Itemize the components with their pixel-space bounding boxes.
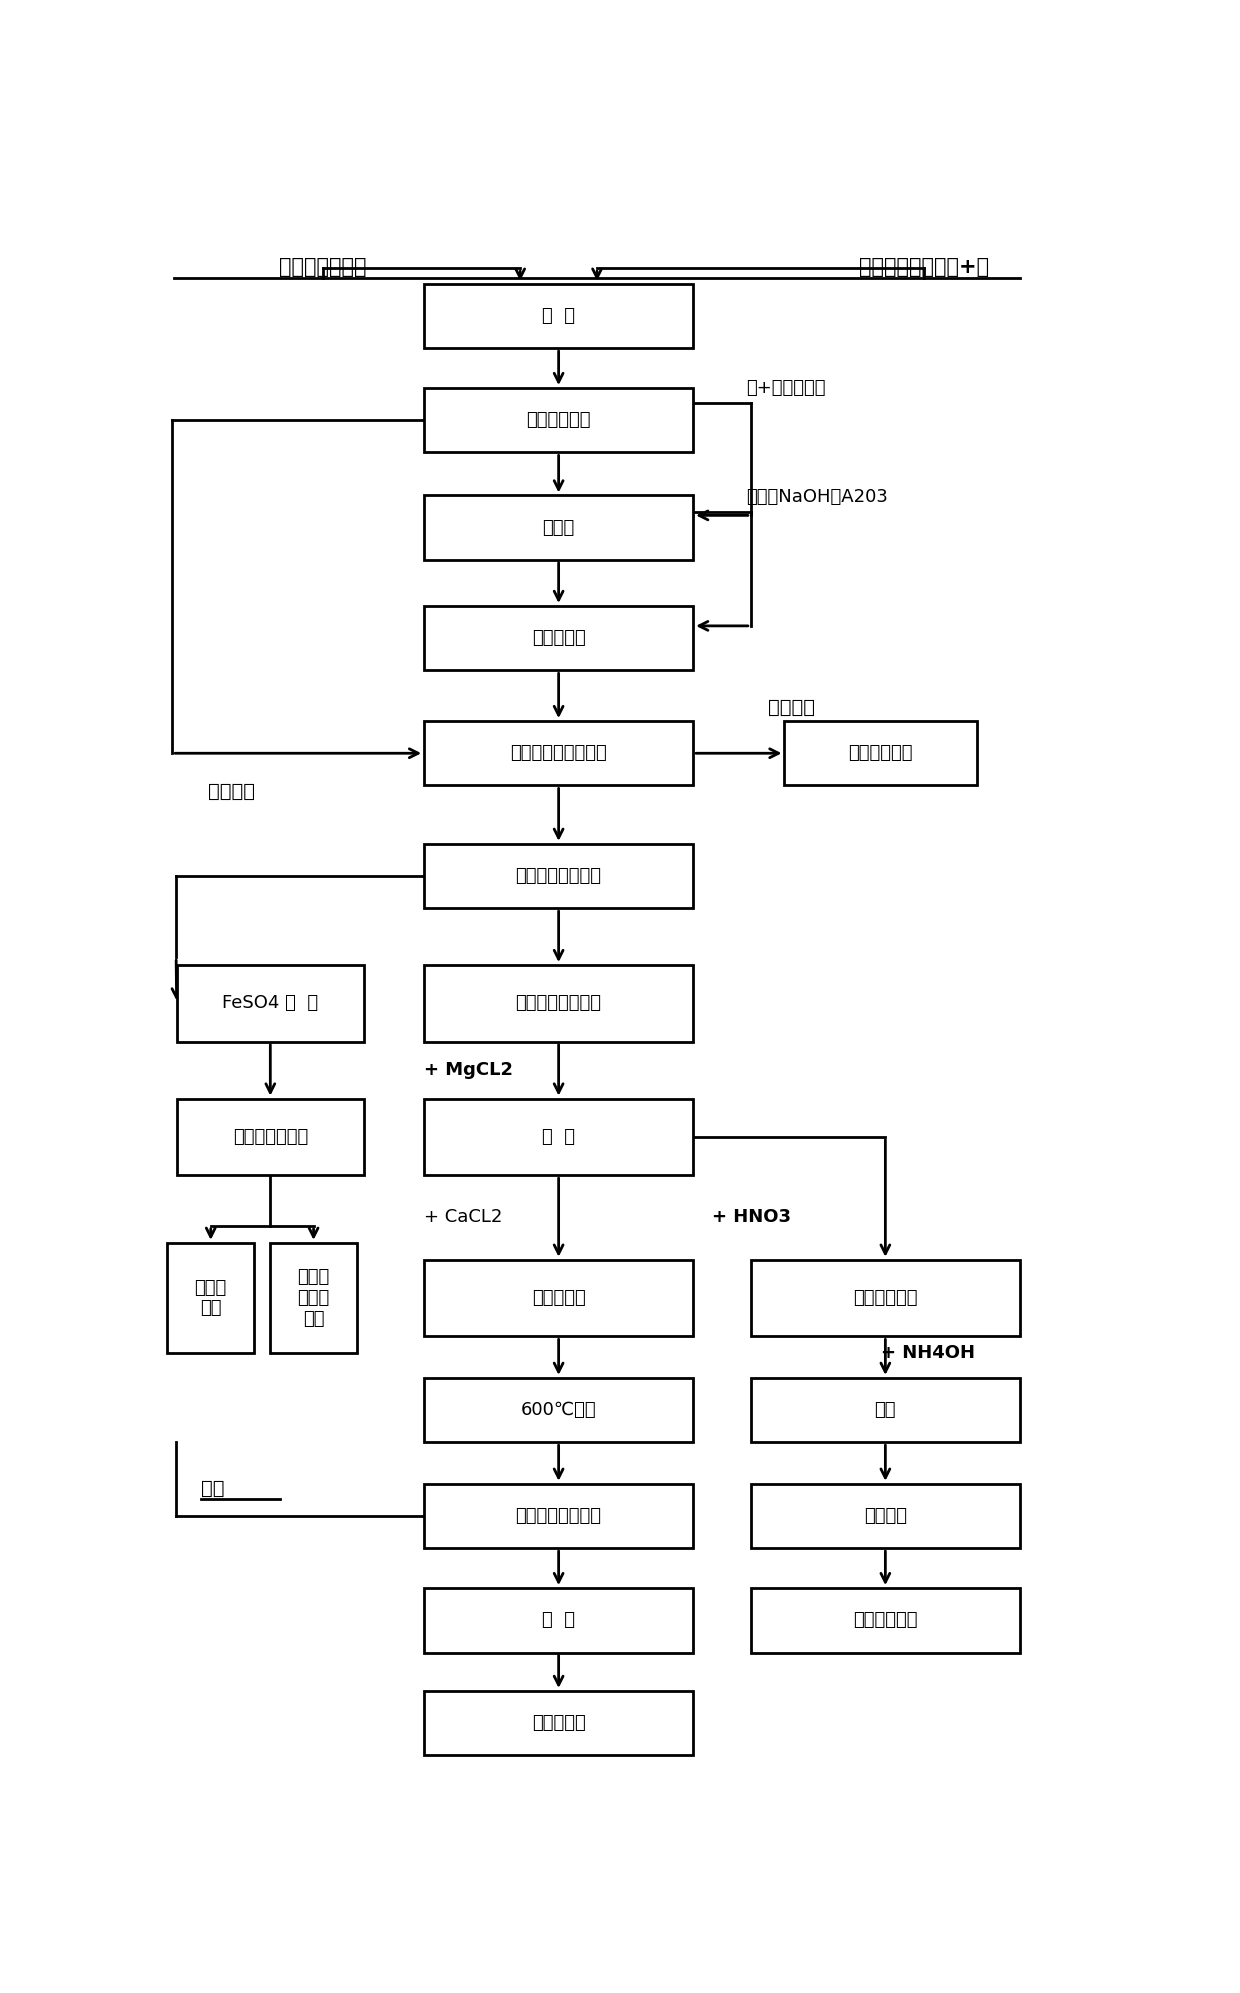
- Bar: [424, 1377, 693, 1443]
- Text: 离子交换吸附钨钼: 离子交换吸附钨钼: [516, 867, 601, 885]
- Text: 解析钨钼树脂再生: 解析钨钼树脂再生: [516, 995, 601, 1012]
- Bar: [270, 1244, 357, 1353]
- Bar: [424, 843, 693, 909]
- Bar: [424, 1690, 693, 1756]
- Bar: [424, 496, 693, 560]
- Bar: [424, 721, 693, 785]
- Text: 钨钼铁产品: 钨钼铁产品: [532, 1714, 585, 1732]
- Text: 水达标
排放: 水达标 排放: [195, 1280, 227, 1317]
- Text: 酸沉钨钼酸铵: 酸沉钨钼酸铵: [853, 1289, 918, 1307]
- Bar: [751, 1377, 1021, 1443]
- Text: 600℃煅烧: 600℃煅烧: [521, 1401, 596, 1419]
- Bar: [167, 1244, 254, 1353]
- Text: 配料: 配料: [201, 1479, 224, 1499]
- Text: 精  整: 精 整: [542, 1610, 575, 1630]
- Text: + HNO3: + HNO3: [713, 1208, 791, 1226]
- Bar: [424, 283, 693, 349]
- Bar: [424, 1260, 693, 1337]
- Text: 危固废
料定点
处理: 危固废 料定点 处理: [298, 1268, 330, 1327]
- Text: 浸出剂NaOH、A203: 浸出剂NaOH、A203: [746, 488, 888, 506]
- Text: 重溶: 重溶: [874, 1401, 897, 1419]
- Text: + CaCL2: + CaCL2: [424, 1208, 502, 1226]
- Text: + NH4OH: + NH4OH: [880, 1343, 975, 1361]
- Text: 滤后液体: 滤后液体: [208, 781, 255, 801]
- Bar: [424, 965, 693, 1042]
- Text: 除  杂: 除 杂: [542, 1128, 575, 1146]
- Bar: [424, 606, 693, 670]
- Bar: [424, 1098, 693, 1176]
- Text: 渣制作免烧砖: 渣制作免烧砖: [848, 743, 913, 761]
- Text: 钨钼酸铵产品: 钨钼酸铵产品: [853, 1610, 918, 1630]
- Bar: [424, 1483, 693, 1549]
- Text: 阴离子表面活性剂+水: 阴离子表面活性剂+水: [859, 257, 988, 277]
- Text: 水+含钨钼洗水: 水+含钨钼洗水: [746, 379, 826, 397]
- Bar: [424, 1588, 693, 1652]
- Bar: [751, 1588, 1021, 1652]
- Text: 钨钼共生混合矿: 钨钼共生混合矿: [279, 257, 367, 277]
- Text: 炉外法生产钨钼铁: 炉外法生产钨钼铁: [516, 1507, 601, 1525]
- Text: 沉淀固液分离: 沉淀固液分离: [526, 411, 591, 428]
- Text: 浆化池: 浆化池: [542, 518, 575, 536]
- Bar: [785, 721, 977, 785]
- Text: 沉钨钼酸钙: 沉钨钼酸钙: [532, 1289, 585, 1307]
- Text: 球  磨: 球 磨: [542, 307, 575, 325]
- Text: 带式过滤机过滤洗涤: 带式过滤机过滤洗涤: [510, 743, 608, 761]
- Bar: [176, 1098, 365, 1176]
- Text: 加石灰絮凝沉淀: 加石灰絮凝沉淀: [233, 1128, 308, 1146]
- Bar: [424, 389, 693, 452]
- Text: 高压浸出釜: 高压浸出釜: [532, 630, 585, 648]
- Text: 浓缩结晶: 浓缩结晶: [864, 1507, 906, 1525]
- Text: 固态物质: 固态物质: [768, 698, 815, 717]
- Bar: [176, 965, 365, 1042]
- Text: FeSO4 还  原: FeSO4 还 原: [222, 995, 319, 1012]
- Bar: [751, 1260, 1021, 1337]
- Bar: [751, 1483, 1021, 1549]
- Text: + MgCL2: + MgCL2: [424, 1060, 513, 1078]
